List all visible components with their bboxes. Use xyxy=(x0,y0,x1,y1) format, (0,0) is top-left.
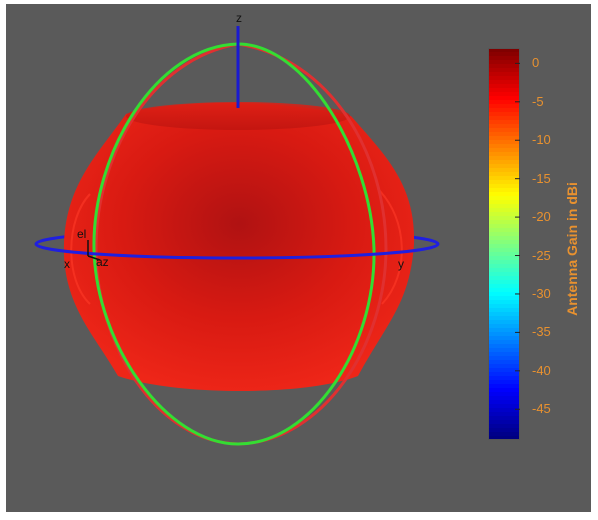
elevation-circle xyxy=(92,42,376,446)
pattern-bulge-left xyxy=(70,193,91,305)
colorbar-tick-label: -20 xyxy=(532,209,551,225)
colorbar-tick-label: -15 xyxy=(532,170,551,186)
azimuth-circle-front xyxy=(34,243,440,260)
colorbar xyxy=(488,48,524,445)
pattern-surface xyxy=(63,102,415,391)
az-arrow xyxy=(87,255,101,261)
colorbar-border xyxy=(488,48,520,440)
colorbar-tick-label: -5 xyxy=(532,93,544,109)
y-axis-label: y xyxy=(398,257,404,271)
radiation-pattern-plot[interactable] xyxy=(6,4,591,512)
pattern-top-cap xyxy=(126,102,350,130)
figure-background: z x y el az 0 -5 -10 -15 -20 -25 -30 -35 -40 -45 … xyxy=(6,4,591,512)
colorbar-scale xyxy=(488,48,520,441)
pattern-bulge-right xyxy=(377,188,403,305)
colorbar-tick-label: -40 xyxy=(532,362,551,378)
colorbar-tick-label: -25 xyxy=(532,247,551,263)
colorbar-tick-label: -30 xyxy=(532,285,551,301)
colorbar-tick-label: -35 xyxy=(532,324,551,340)
x-axis-label: x xyxy=(64,257,70,271)
az-label: az xyxy=(96,255,109,269)
colorbar-label: Antenna Gain in dBi xyxy=(564,182,580,316)
colorbar-tick-label: -45 xyxy=(532,401,551,417)
colorbar-tick-label: -10 xyxy=(532,132,551,148)
el-label: el xyxy=(77,227,87,241)
z-axis-label: z xyxy=(236,11,242,25)
colorbar-tick-label: 0 xyxy=(532,55,540,71)
